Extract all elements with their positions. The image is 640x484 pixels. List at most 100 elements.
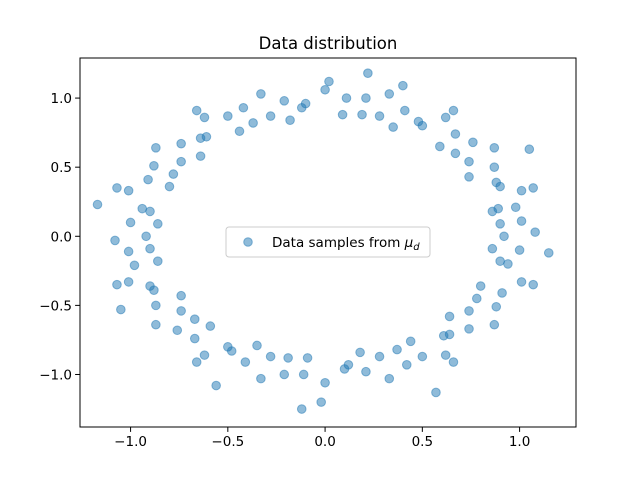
data-point: [361, 366, 371, 377]
data-point: [201, 131, 212, 142]
data-point: [176, 306, 186, 316]
data-point: [116, 304, 126, 315]
data-point: [489, 319, 500, 330]
data-point: [493, 203, 503, 214]
data-point: [320, 84, 330, 95]
data-point: [495, 256, 505, 266]
x-tick-label: 0.5: [412, 434, 433, 450]
y-tick-label: −0.5: [39, 298, 72, 314]
x-tick-label: 0.0: [314, 434, 335, 450]
data-point: [450, 129, 461, 139]
data-point: [141, 231, 151, 242]
x-tick-label: −1.0: [114, 434, 147, 450]
data-point: [265, 351, 276, 362]
data-point: [285, 115, 295, 125]
data-point: [363, 68, 373, 79]
data-point: [153, 219, 163, 229]
data-point: [176, 290, 186, 301]
data-point: [489, 162, 500, 172]
data-point: [440, 112, 451, 123]
data-point: [189, 333, 200, 344]
data-point: [472, 293, 482, 304]
data-point: [528, 183, 539, 193]
data-point: [524, 144, 535, 155]
data-point: [489, 143, 500, 153]
data-point: [256, 89, 266, 99]
data-point: [448, 105, 459, 116]
data-point: [438, 330, 449, 341]
data-point: [123, 246, 134, 257]
data-point: [341, 93, 352, 103]
y-tick-label: 0.0: [51, 229, 72, 245]
data-point: [543, 248, 554, 258]
data-point: [153, 256, 163, 266]
data-point: [475, 281, 486, 291]
data-point: [431, 387, 441, 398]
data-point: [398, 80, 408, 91]
data-point: [176, 138, 186, 149]
legend-label: Data samples from μd: [272, 235, 420, 253]
data-point: [343, 360, 354, 370]
data-point: [145, 281, 155, 291]
y-tick-label: 0.5: [51, 160, 72, 176]
chart-title: Data distribution: [259, 34, 398, 53]
data-point: [324, 76, 334, 87]
x-tick-label: −0.5: [211, 434, 244, 450]
x-tick-label: 1.0: [509, 434, 530, 450]
y-axis-ticks: −1.0 −0.5 0.0 0.5 1.0: [39, 91, 80, 383]
data-point: [448, 357, 459, 367]
data-point: [468, 137, 478, 148]
data-point: [145, 206, 155, 217]
data-point: [516, 216, 527, 226]
data-point: [279, 369, 290, 380]
data-point: [361, 93, 371, 103]
data-point: [110, 235, 120, 246]
data-point: [320, 377, 330, 388]
data-point: [499, 231, 509, 242]
legend: Data samples from μd: [225, 226, 431, 258]
data-point: [143, 174, 153, 185]
data-point: [256, 373, 266, 384]
data-point: [510, 202, 521, 213]
data-point: [145, 243, 155, 254]
data-point: [151, 143, 161, 153]
data-point: [530, 227, 540, 237]
data-point: [172, 325, 183, 336]
data-point: [149, 160, 159, 171]
data-point: [112, 279, 122, 290]
data-point: [112, 183, 122, 193]
data-point: [283, 353, 293, 363]
data-point: [151, 300, 161, 311]
data-point: [279, 96, 290, 106]
data-point: [296, 404, 307, 414]
data-point: [302, 353, 313, 363]
data-point: [316, 397, 326, 407]
y-tick-label: 1.0: [51, 91, 72, 107]
data-point: [223, 111, 233, 121]
data-point: [151, 319, 161, 330]
data-point: [384, 373, 395, 384]
data-point: [191, 105, 202, 116]
data-point: [400, 105, 410, 116]
data-point: [464, 324, 474, 334]
data-point: [191, 357, 202, 367]
data-point: [123, 277, 134, 287]
data-point: [125, 217, 136, 228]
data-point: [417, 351, 428, 362]
data-point: [487, 243, 498, 254]
data-point: [401, 360, 412, 370]
data-point: [129, 260, 140, 271]
data-point: [252, 340, 262, 351]
data-point: [168, 169, 179, 179]
data-point: [464, 156, 474, 167]
data-point: [211, 380, 221, 391]
data-point: [123, 185, 134, 196]
data-point: [357, 109, 367, 120]
data-point: [464, 306, 474, 316]
data-point: [405, 336, 416, 347]
data-point: [440, 350, 451, 360]
plot-frame: [79, 57, 577, 428]
data-point: [374, 111, 385, 121]
data-point: [528, 279, 539, 290]
data-point: [435, 141, 445, 152]
